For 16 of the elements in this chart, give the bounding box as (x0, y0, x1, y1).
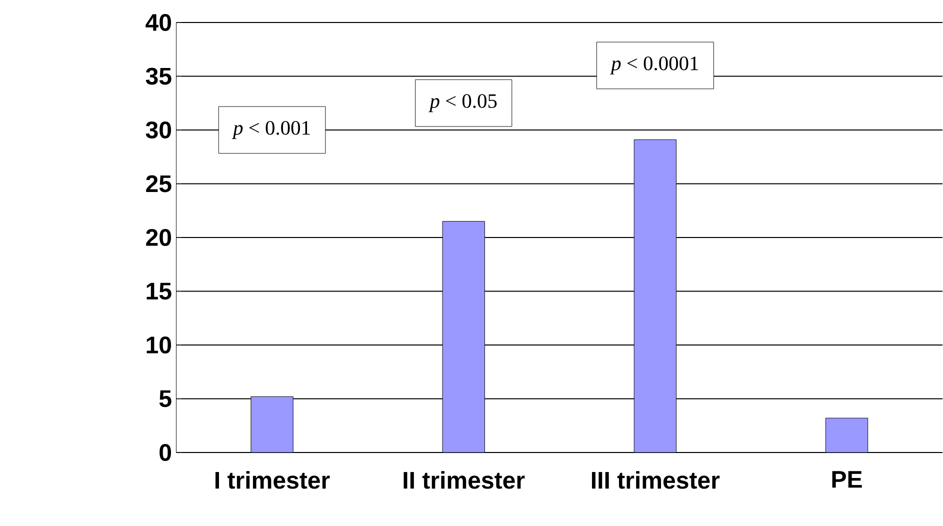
annotation: p < 0.0001 (610, 56, 698, 75)
x-tick-label: I trimester (216, 471, 330, 489)
annotation: p < 0.05 (428, 94, 497, 112)
y-tick-label: 15 (146, 283, 172, 300)
y-tick-label: 35 (146, 68, 172, 85)
y-tick-label: 10 (146, 336, 172, 354)
y-tick-label: 40 (146, 14, 172, 32)
y-tick-label: 30 (146, 122, 172, 139)
y-tick-label: 20 (146, 229, 172, 246)
x-tick-label: PE (832, 471, 862, 488)
y-tick-label: 0 (160, 444, 172, 462)
y-tick-label: 5 (159, 390, 172, 408)
x-tick-label: II trimester (404, 471, 525, 489)
annotation: p < 0.001 (232, 121, 310, 140)
x-tick-label: III trimester (592, 471, 720, 489)
y-tick-label: 25 (146, 175, 172, 192)
